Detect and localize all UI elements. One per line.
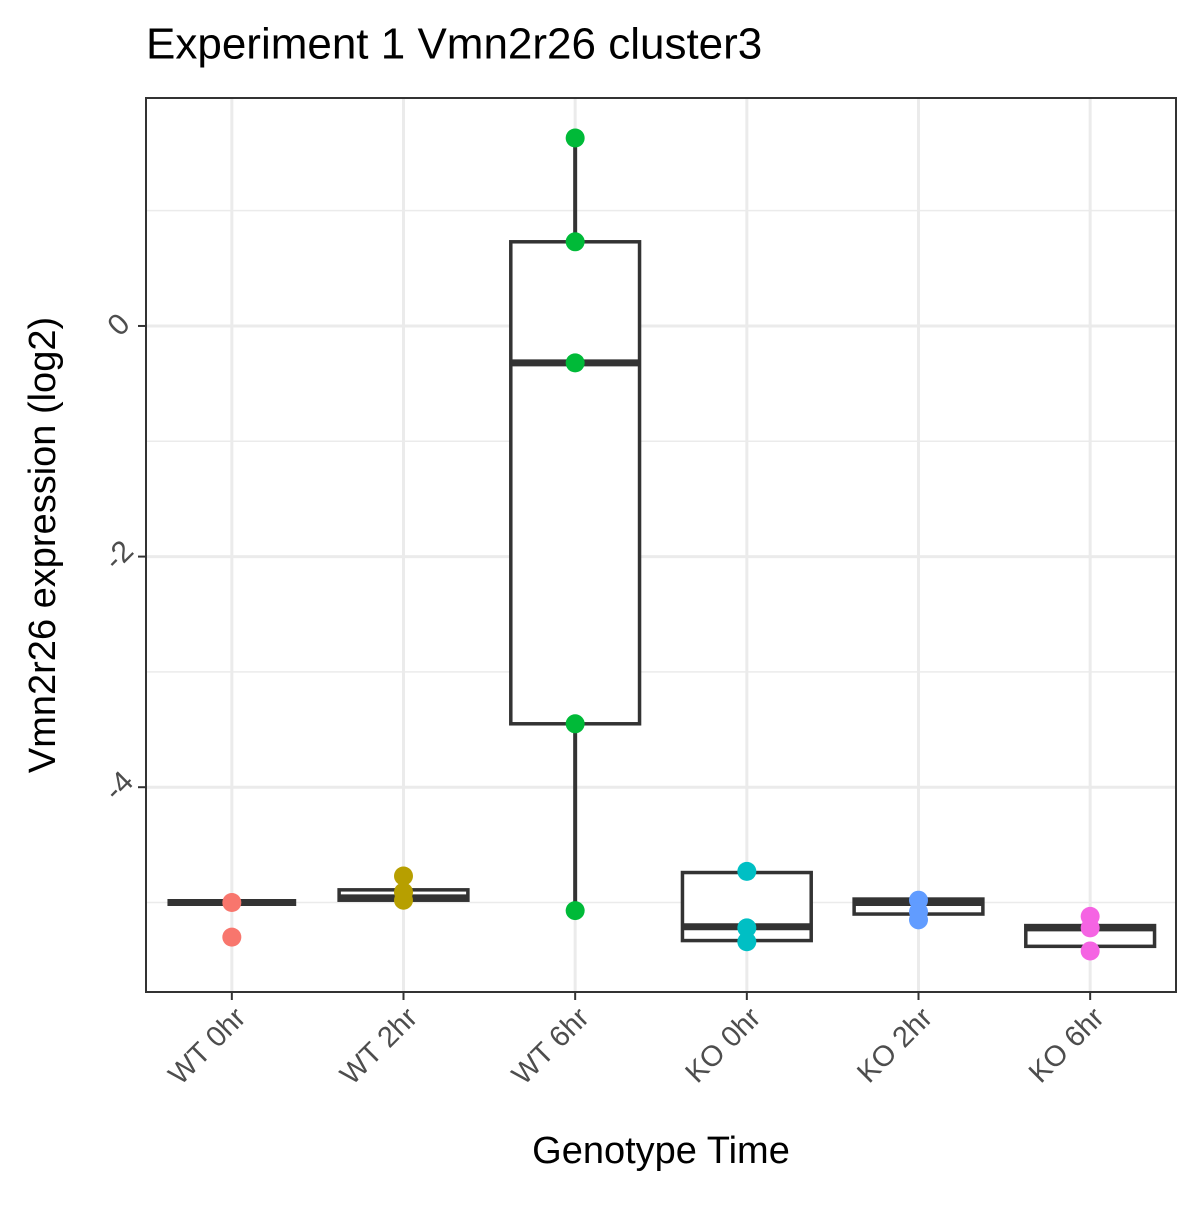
data-point — [565, 353, 585, 373]
data-point — [565, 901, 585, 921]
data-point — [909, 910, 928, 930]
data-point — [394, 866, 413, 886]
data-point — [1080, 941, 1100, 961]
data-point — [394, 890, 413, 910]
chart-title: Experiment 1 Vmn2r26 cluster3 — [146, 20, 762, 69]
data-point — [565, 128, 585, 148]
data-point — [565, 232, 585, 252]
panel-border — [145, 97, 1177, 993]
y-axis-label: Vmn2r26 expression (log2) — [22, 317, 64, 773]
data-point — [565, 714, 585, 734]
data-point — [222, 927, 242, 947]
box — [509, 240, 642, 726]
data-point — [1080, 918, 1100, 938]
data-point — [737, 918, 757, 938]
x-axis-label: Genotype Time — [532, 1130, 790, 1172]
data-point — [737, 861, 757, 881]
data-point — [737, 932, 757, 952]
data-point — [222, 893, 242, 913]
